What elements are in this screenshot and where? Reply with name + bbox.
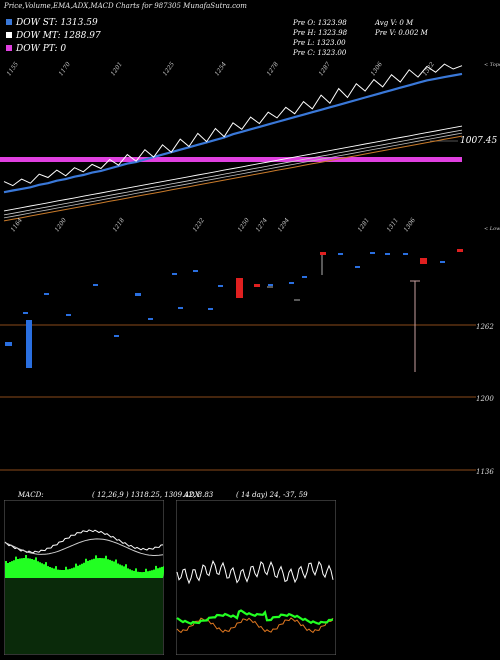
candle-top-tick-label: 1232 — [192, 217, 207, 234]
candle-top-tick-label: 1311 — [386, 217, 400, 234]
candle — [148, 318, 153, 320]
volume-panel: Avg V: 0 M Pre V: 0.002 M — [375, 18, 428, 38]
candle — [44, 293, 49, 295]
candle — [302, 276, 307, 278]
macd-params: ( 12,26,9 ) 1318.25, 1309.42, 8.83 — [92, 491, 214, 499]
candle-right-label: 1262 — [476, 323, 494, 331]
candle — [289, 282, 294, 284]
candle — [66, 314, 71, 316]
long-ema-line-2 — [3, 129, 463, 216]
ohlc-panel: Pre O: 1323.98 Pre H: 1323.98 Pre L: 132… — [293, 18, 347, 58]
legend-item: DOW ST: 1313.59 — [6, 18, 98, 29]
pre-low: Pre L: 1323.00 — [293, 39, 346, 47]
adx-plus-di-line — [176, 609, 334, 626]
long-ema-line-3 — [3, 132, 463, 219]
macd-panel — [4, 500, 164, 655]
pre-close: Pre C: 1323.00 — [293, 49, 347, 57]
candle-right-label: 1136 — [476, 468, 494, 476]
close-price-line — [3, 63, 463, 187]
candle — [385, 253, 390, 255]
avg-volume: Avg V: 0 M — [375, 19, 414, 27]
candle — [26, 320, 32, 368]
adx-panel — [176, 500, 336, 655]
chart-title: Price,Volume,EMA,ADX,MACD Charts for 987… — [4, 2, 247, 10]
macd-line — [4, 529, 164, 554]
macd-lower-fill — [5, 578, 163, 654]
candle-top-tick-label: 1250 — [237, 217, 252, 234]
price-top-tick-label: 1278 — [266, 61, 281, 78]
candle — [236, 278, 243, 298]
short-ema-line — [3, 72, 463, 194]
pivot-band — [0, 157, 462, 162]
macd-label: MACD: — [18, 491, 44, 499]
legend-item: DOW MT: 1288.97 — [6, 31, 101, 42]
price-chart: 1155 1170 1201 1225 1254 1278 1287 1306 1322 < To… — [0, 61, 500, 476]
legend-item: DOW PT: 0 — [6, 44, 66, 55]
candle — [420, 258, 427, 264]
candle-top-tick-label: 1281 — [357, 217, 371, 234]
orange-ema-line — [3, 135, 463, 222]
pre-open: Pre O: 1323.98 — [293, 19, 347, 27]
pre-volume: Pre V: 0.002 M — [375, 29, 428, 37]
legend-swatch — [6, 45, 12, 51]
candle — [135, 293, 141, 296]
candle — [23, 312, 28, 314]
candle — [370, 252, 375, 254]
price-right-label: 1007.45 — [460, 136, 497, 146]
pre-high: Pre H: 1323.98 — [293, 29, 348, 37]
candle — [208, 308, 213, 310]
candle — [193, 270, 198, 272]
price-top-tick-label: 1287 — [318, 61, 333, 78]
candle — [440, 261, 445, 263]
adx-minus-di-line — [176, 617, 334, 634]
candle — [114, 335, 119, 337]
candle — [338, 253, 343, 255]
candle — [268, 284, 273, 286]
candle — [457, 249, 463, 252]
price-top-tick-label: 1170 — [58, 61, 73, 78]
price-corner-label: < Topo — [484, 62, 500, 68]
price-top-tick-label: 1322 — [422, 61, 437, 78]
candle — [355, 266, 360, 268]
candle-top-tick-label: 1200 — [54, 217, 69, 234]
candle-top-tick-label: 1218 — [112, 217, 127, 234]
candle-right-label: 1200 — [476, 395, 494, 403]
candle-top-tick-label: 1274 — [255, 217, 270, 234]
price-top-tick-label: 1225 — [162, 61, 177, 78]
candle — [5, 342, 12, 346]
long-ema-line — [3, 125, 463, 212]
candle-corner-label: < Lowe — [484, 226, 500, 232]
candle — [320, 252, 326, 255]
candle-top-tick-label: 1294 — [277, 217, 292, 234]
candle — [172, 273, 177, 275]
legend-swatch — [6, 32, 12, 38]
candle — [403, 253, 408, 255]
candle-top-tick-label: 1306 — [403, 217, 418, 234]
legend-swatch — [6, 19, 12, 25]
legend-label: DOW ST: 1313.59 — [16, 18, 98, 28]
price-top-tick-label: 1306 — [370, 61, 385, 78]
price-top-tick-label: 1201 — [110, 61, 124, 78]
price-top-tick-label: 1155 — [6, 61, 21, 78]
adx-label: ADX — [184, 491, 200, 499]
candle — [93, 284, 98, 286]
adx-line — [176, 559, 334, 585]
candle — [218, 285, 223, 287]
macd-signal-line — [4, 538, 164, 556]
candle — [178, 307, 183, 309]
price-top-tick-label: 1254 — [214, 61, 229, 78]
candle — [254, 284, 260, 287]
adx-params: ( 14 day) 24, -37, 59 — [236, 491, 308, 499]
legend-label: DOW PT: 0 — [16, 44, 67, 54]
macd-histogram — [5, 555, 164, 578]
legend-label: DOW MT: 1288.97 — [16, 31, 101, 41]
